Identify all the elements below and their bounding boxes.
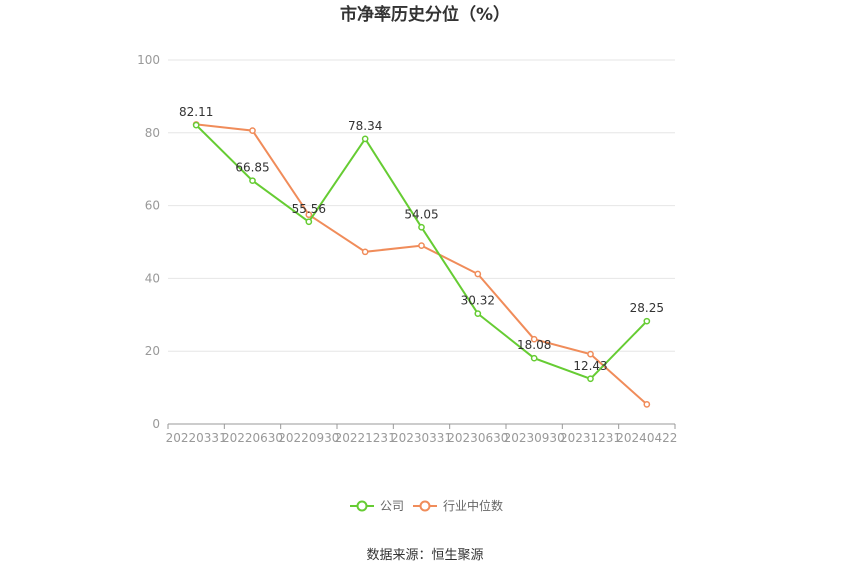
data-point[interactable]: [361, 135, 369, 143]
legend-marker: [419, 500, 431, 512]
data-point[interactable]: [530, 354, 538, 362]
series: [192, 121, 651, 408]
data-label: 28.25: [630, 301, 664, 315]
x-tick-label: 20220630: [222, 431, 283, 445]
data-label: 55.56: [292, 202, 326, 216]
data-label: 12.43: [573, 359, 607, 373]
legend-label: 公司: [380, 499, 404, 513]
x-tick-label: 20230630: [447, 431, 508, 445]
data-point[interactable]: [249, 127, 256, 134]
y-tick-label: 40: [145, 271, 160, 285]
data-point[interactable]: [418, 242, 425, 249]
chart-title: 市净率历史分位（%）: [340, 4, 510, 25]
grid: [168, 59, 675, 352]
data-point[interactable]: [418, 223, 425, 231]
data-labels: 82.11 66.85 55.56 78.34 54.05 30.32 18.08 12.43…: [179, 105, 664, 373]
data-point[interactable]: [530, 335, 538, 343]
axes: 0 20 40 60 80 100 2022033120220630202209302022…: [137, 53, 677, 445]
data-point[interactable]: [643, 400, 651, 408]
x-tick-label: 20220930: [278, 431, 339, 445]
y-tick-label: 100: [137, 53, 160, 67]
legend[interactable]: 公司 行业中位数: [350, 498, 503, 513]
x-tick-label: 20231231: [560, 431, 621, 445]
data-point[interactable]: [192, 121, 200, 129]
y-tick-label: 20: [145, 344, 160, 358]
legend-marker: [356, 500, 368, 512]
data-point[interactable]: [305, 211, 313, 219]
data-point[interactable]: [587, 375, 594, 383]
data-label: 18.08: [517, 338, 551, 352]
y-tick-label: 0: [152, 417, 160, 431]
y-tick-label: 60: [145, 199, 160, 213]
legend-item-1[interactable]: 行业中位数: [413, 498, 503, 513]
data-point[interactable]: [474, 270, 482, 278]
data-label: 54.05: [404, 207, 438, 221]
data-point[interactable]: [643, 317, 651, 325]
data-point[interactable]: [587, 350, 594, 358]
x-tick-label: 20221231: [335, 431, 396, 445]
data-label: 82.11: [179, 105, 213, 119]
source-text: 数据来源：恒生聚源: [366, 548, 483, 563]
data-point[interactable]: [249, 177, 256, 185]
data-point[interactable]: [361, 248, 369, 256]
data-point[interactable]: [474, 310, 482, 317]
data-label: 30.32: [461, 294, 495, 308]
x-tick-label: 20220331: [166, 431, 227, 445]
x-tick-label: 20240422: [616, 431, 677, 445]
data-label: 66.85: [235, 161, 269, 175]
legend-label: 行业中位数: [443, 498, 503, 513]
y-tick-label: 80: [145, 126, 160, 140]
x-tick-label: 20230331: [391, 431, 452, 445]
data-point[interactable]: [305, 218, 313, 226]
legend-item-0[interactable]: 公司: [350, 499, 404, 513]
data-label: 78.34: [348, 119, 382, 133]
x-tick-label: 20230930: [504, 431, 565, 445]
